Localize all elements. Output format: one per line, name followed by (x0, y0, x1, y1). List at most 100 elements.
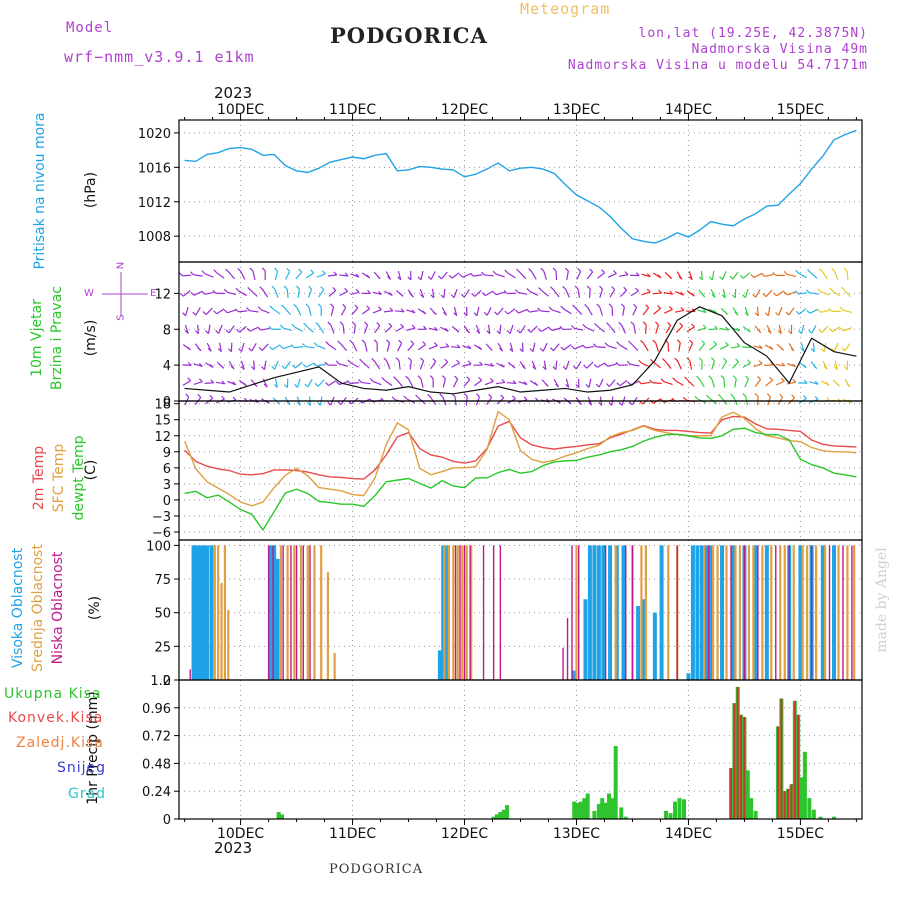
wind-barb (443, 288, 446, 298)
wind-barb-head (586, 285, 591, 290)
cloud-high-bar (621, 545, 626, 680)
wind-barb-head (492, 291, 497, 296)
wind-barb (184, 324, 189, 334)
wind-barb-head (286, 401, 291, 406)
cloud-mid-bar (770, 545, 773, 680)
wind-barb (618, 274, 629, 277)
wind-barb (305, 362, 315, 368)
wind-barb-head (668, 306, 673, 310)
wind-barb-head (802, 364, 807, 369)
wind-barb (798, 307, 807, 315)
wind-barb-head (729, 275, 734, 280)
wind-barb-head (785, 311, 790, 316)
wind-barb (607, 273, 617, 278)
wind-barb (274, 270, 279, 280)
wind-barb (764, 273, 774, 278)
wind-barb-head (532, 365, 537, 370)
wind-ytick-label: 0 (163, 395, 171, 410)
precip-rain-bar (491, 816, 496, 819)
cloud-mid-bar (711, 545, 715, 680)
precip-rain-bar (582, 798, 587, 819)
wind-barb-head (478, 377, 483, 381)
wind-barb-head (500, 394, 505, 399)
wind-barb (742, 362, 751, 369)
wind-barb-head (486, 330, 491, 335)
wind-barb (709, 343, 717, 351)
cloud-low-bar (459, 545, 461, 680)
cloud-high-bar (695, 545, 700, 680)
wind-barb-head (730, 393, 735, 398)
wind-barb-head (420, 294, 425, 298)
wind-barb (798, 272, 807, 279)
wind-barb-head (736, 327, 741, 332)
wind-barb-head (411, 324, 416, 329)
wind-barb-head (769, 376, 773, 381)
wind-barb (218, 324, 223, 334)
wind-barb-head (500, 363, 505, 368)
precip-rain-bar (572, 801, 577, 819)
wind-barb-head (432, 311, 437, 316)
wind-barb-head (783, 291, 788, 296)
wind-ylabel: 10m Vjetar (29, 299, 45, 377)
cloud-low-bar (842, 545, 844, 680)
cloud-low-bar (851, 545, 853, 680)
cloud-mid-bar (716, 545, 719, 680)
wind-barb-head (395, 357, 400, 362)
wind-barb-head (831, 347, 835, 352)
wind-barb-head (448, 274, 453, 279)
wind-barb (699, 378, 705, 388)
wind-barb-head (766, 393, 771, 398)
wind-barb-head (623, 286, 628, 291)
wind-barb (675, 325, 684, 333)
wind-barb-head (310, 269, 315, 274)
wind-barb (764, 364, 774, 367)
wind-barb-head (537, 307, 542, 312)
cloud-low-bar (302, 545, 304, 680)
wind-barb-head (306, 402, 311, 406)
year-bottom: 2023 (214, 839, 253, 857)
cloud-mid-bar (220, 583, 223, 680)
wind-barb (565, 289, 570, 298)
cloud-low-bar (272, 545, 274, 680)
wind-barb-head (689, 339, 693, 344)
wind-barb-head (209, 363, 214, 368)
precip-rain-bar (802, 751, 807, 819)
wind-barb-head (506, 330, 511, 334)
wind-barb-head (268, 325, 273, 330)
wind-barb-head (367, 289, 371, 294)
wind-barb-head (201, 270, 206, 275)
wind-barb-head (548, 306, 553, 311)
wind-barb-head (669, 290, 674, 295)
wind-barb-head (721, 294, 726, 299)
pressure-ytick-label: 1016 (138, 161, 171, 176)
cloud-high-bar (608, 545, 613, 680)
precip-rain-bar (677, 798, 682, 819)
wind-barb (586, 361, 594, 369)
wind-barb-head (595, 383, 600, 388)
xday-label-top: 12DEC (441, 102, 488, 118)
wind-barb (753, 345, 763, 350)
wind-barb (484, 380, 494, 386)
wind-barb (305, 345, 315, 349)
wind-barb (719, 327, 729, 331)
wind-barb (340, 307, 347, 316)
cloud-mid-bar (814, 545, 818, 680)
wind-barb (484, 363, 494, 367)
cloud-low-bar (499, 545, 502, 680)
wind-barb (462, 273, 472, 278)
wind-barb-head (719, 276, 723, 281)
wind-barb (697, 327, 707, 332)
wind-barb-head (444, 327, 449, 332)
wind-barb-head (432, 357, 437, 362)
wind-barb-head (575, 384, 580, 388)
clouds-ytick-label: 100 (146, 539, 171, 554)
wind-barb-head (342, 303, 347, 308)
wind-barb (744, 378, 750, 388)
wind-barb-head (344, 272, 349, 277)
wind-barb (486, 307, 492, 316)
wind-barb (350, 362, 360, 368)
wind-barb (566, 270, 569, 280)
wind-barb-head (212, 289, 217, 294)
wind-barb-head (639, 400, 644, 405)
